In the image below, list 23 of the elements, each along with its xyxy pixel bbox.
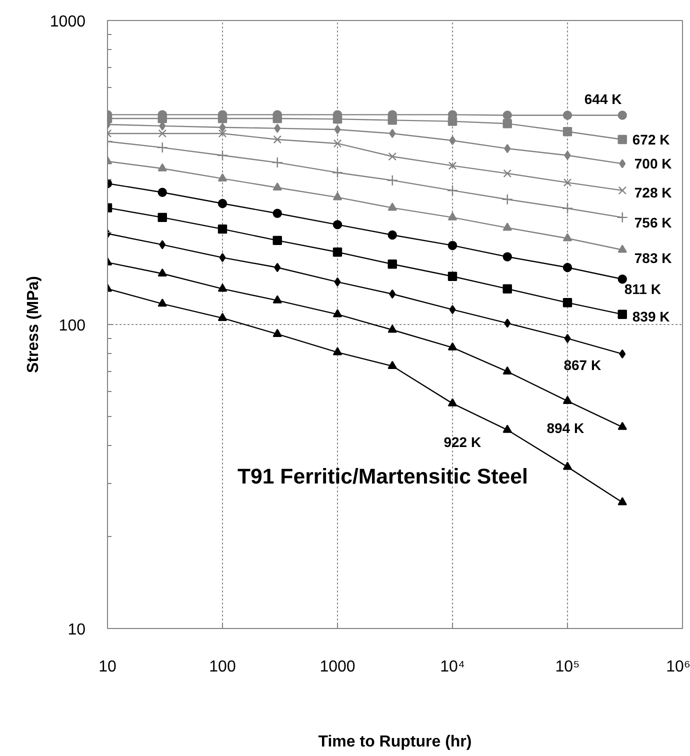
x-axis-title: Time to Rupture (hr) <box>318 734 472 750</box>
x-tick-label: 10⁴ <box>440 658 465 676</box>
series-label: 894 K <box>546 420 584 436</box>
series-label: 922 K <box>444 434 482 450</box>
series-label: 700 K <box>634 156 672 172</box>
series-label: 644 K <box>584 91 622 108</box>
x-tick-label: 100 <box>209 658 236 676</box>
x-tick-label: 10⁶ <box>666 658 690 676</box>
series-label: 811 K <box>624 281 661 298</box>
series-label: 783 K <box>634 250 672 266</box>
series-label: 839 K <box>632 308 670 324</box>
y-tick-label: 10 <box>68 622 86 638</box>
x-tick-label: 1000 <box>320 658 356 676</box>
series-label: 867 K <box>564 356 602 373</box>
series-label: 672 K <box>632 132 670 148</box>
y-axis-title: Stress (MPa) <box>24 276 42 373</box>
x-tick-label: 10⁵ <box>555 658 580 676</box>
x-tick-label: 10 <box>98 658 116 676</box>
text: T91 Ferritic/Martensitic Steel <box>238 464 528 488</box>
y-tick-label: 100 <box>58 318 86 334</box>
series-label: 728 K <box>634 184 672 200</box>
y-tick-label: 1000 <box>50 14 86 30</box>
series-label: 756 K <box>634 214 672 230</box>
